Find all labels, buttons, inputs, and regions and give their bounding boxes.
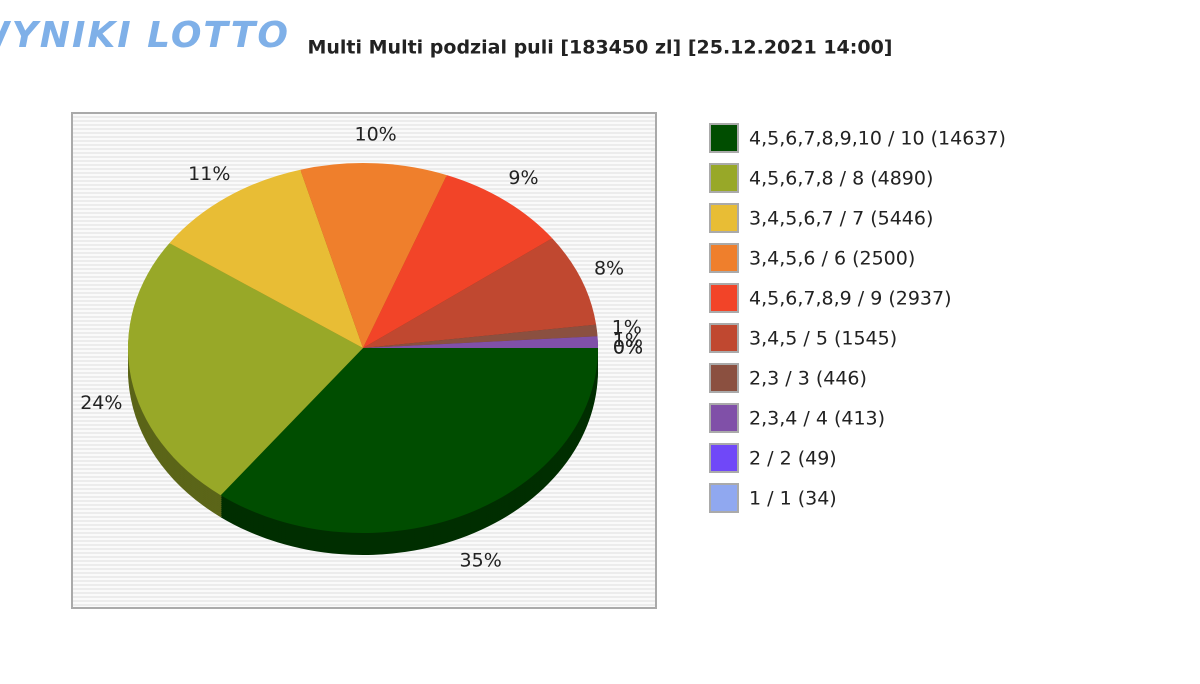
legend-swatch: [709, 323, 739, 353]
legend-label: 2 / 2 (49): [749, 448, 837, 470]
legend-label: 4,5,6,7,8 / 8 (4890): [749, 168, 933, 190]
slice: [300, 163, 447, 348]
legend-swatch: [709, 123, 739, 153]
data-label: 0%: [613, 337, 643, 359]
legend: 4,5,6,7,8,9,10 / 10 (14637) 4,5,6,7,8 / 8…: [709, 123, 1006, 513]
legend-swatch: [709, 243, 739, 273]
legend-swatch: [709, 203, 739, 233]
data-label: 0%: [613, 337, 643, 359]
data-label: 11%: [188, 163, 230, 185]
legend-swatch: [709, 483, 739, 513]
data-label: 24%: [80, 392, 122, 414]
legend-label: 3,4,5,6,7 / 7 (5446): [749, 208, 933, 230]
data-label: 1%: [613, 330, 643, 352]
data-label: 9%: [508, 167, 538, 189]
legend-label: 1 / 1 (34): [749, 488, 837, 510]
legend-label: 3,4,5 / 5 (1545): [749, 328, 897, 350]
slice: [363, 175, 553, 348]
legend-label: 2,3,4 / 4 (413): [749, 408, 885, 430]
data-label: 10%: [354, 124, 396, 146]
legend-swatch: [709, 163, 739, 193]
legend-swatch: [709, 363, 739, 393]
legend-label: 2,3 / 3 (446): [749, 368, 867, 390]
pie: 35%24%11%10%9%8%1%1%0%0%: [80, 124, 643, 572]
legend-swatch: [709, 403, 739, 433]
legend-label: 4,5,6,7,8,9,10 / 10 (14637): [749, 128, 1006, 150]
data-label: 1%: [612, 316, 642, 338]
data-label: 35%: [460, 549, 502, 571]
legend-label: 4,5,6,7,8,9 / 9 (2937): [749, 288, 952, 310]
legend-swatch: [709, 283, 739, 313]
slice: [363, 238, 597, 348]
slice: [363, 336, 598, 348]
slice: [363, 324, 598, 348]
legend-label: 3,4,5,6 / 6 (2500): [749, 248, 915, 270]
slice: [169, 169, 363, 348]
logo: WYNIKI LOTTO: [0, 15, 290, 56]
data-label: 8%: [594, 257, 624, 279]
chart-title: Multi Multi podzial puli [183450 zl] [25…: [307, 37, 892, 59]
slice: [127, 243, 364, 496]
legend-swatch: [709, 443, 739, 473]
slice: [220, 348, 599, 533]
